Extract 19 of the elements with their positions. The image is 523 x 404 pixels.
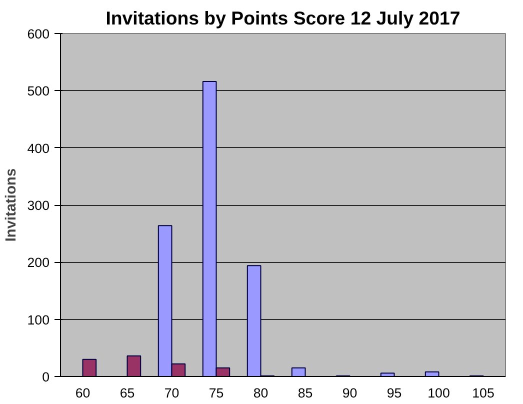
y-tick-label: 0: [42, 370, 50, 384]
x-tick-label: 95: [386, 386, 402, 400]
chart-title: Invitations by Points Score 12 July 2017: [106, 8, 460, 28]
x-tick-label: 100: [428, 386, 450, 400]
y-tick-label: 500: [27, 84, 50, 99]
x-tick-label: 60: [75, 386, 90, 400]
y-tick-label: 600: [27, 26, 50, 42]
x-tick-label: 75: [208, 386, 224, 400]
y-tick-label: 200: [27, 255, 50, 270]
y-tick-label: 300: [27, 198, 50, 213]
y-tick-label: 100: [27, 312, 50, 328]
x-tick-label: 85: [298, 386, 313, 400]
y-axis-title: Invitations: [3, 168, 20, 242]
x-tick-label: 90: [342, 386, 358, 400]
x-tick-label: 105: [472, 386, 494, 400]
y-tick-label: 400: [27, 140, 50, 156]
x-tick-label: 70: [164, 386, 180, 400]
x-tick-label: 80: [253, 386, 268, 400]
x-tick-label: 65: [120, 386, 135, 400]
